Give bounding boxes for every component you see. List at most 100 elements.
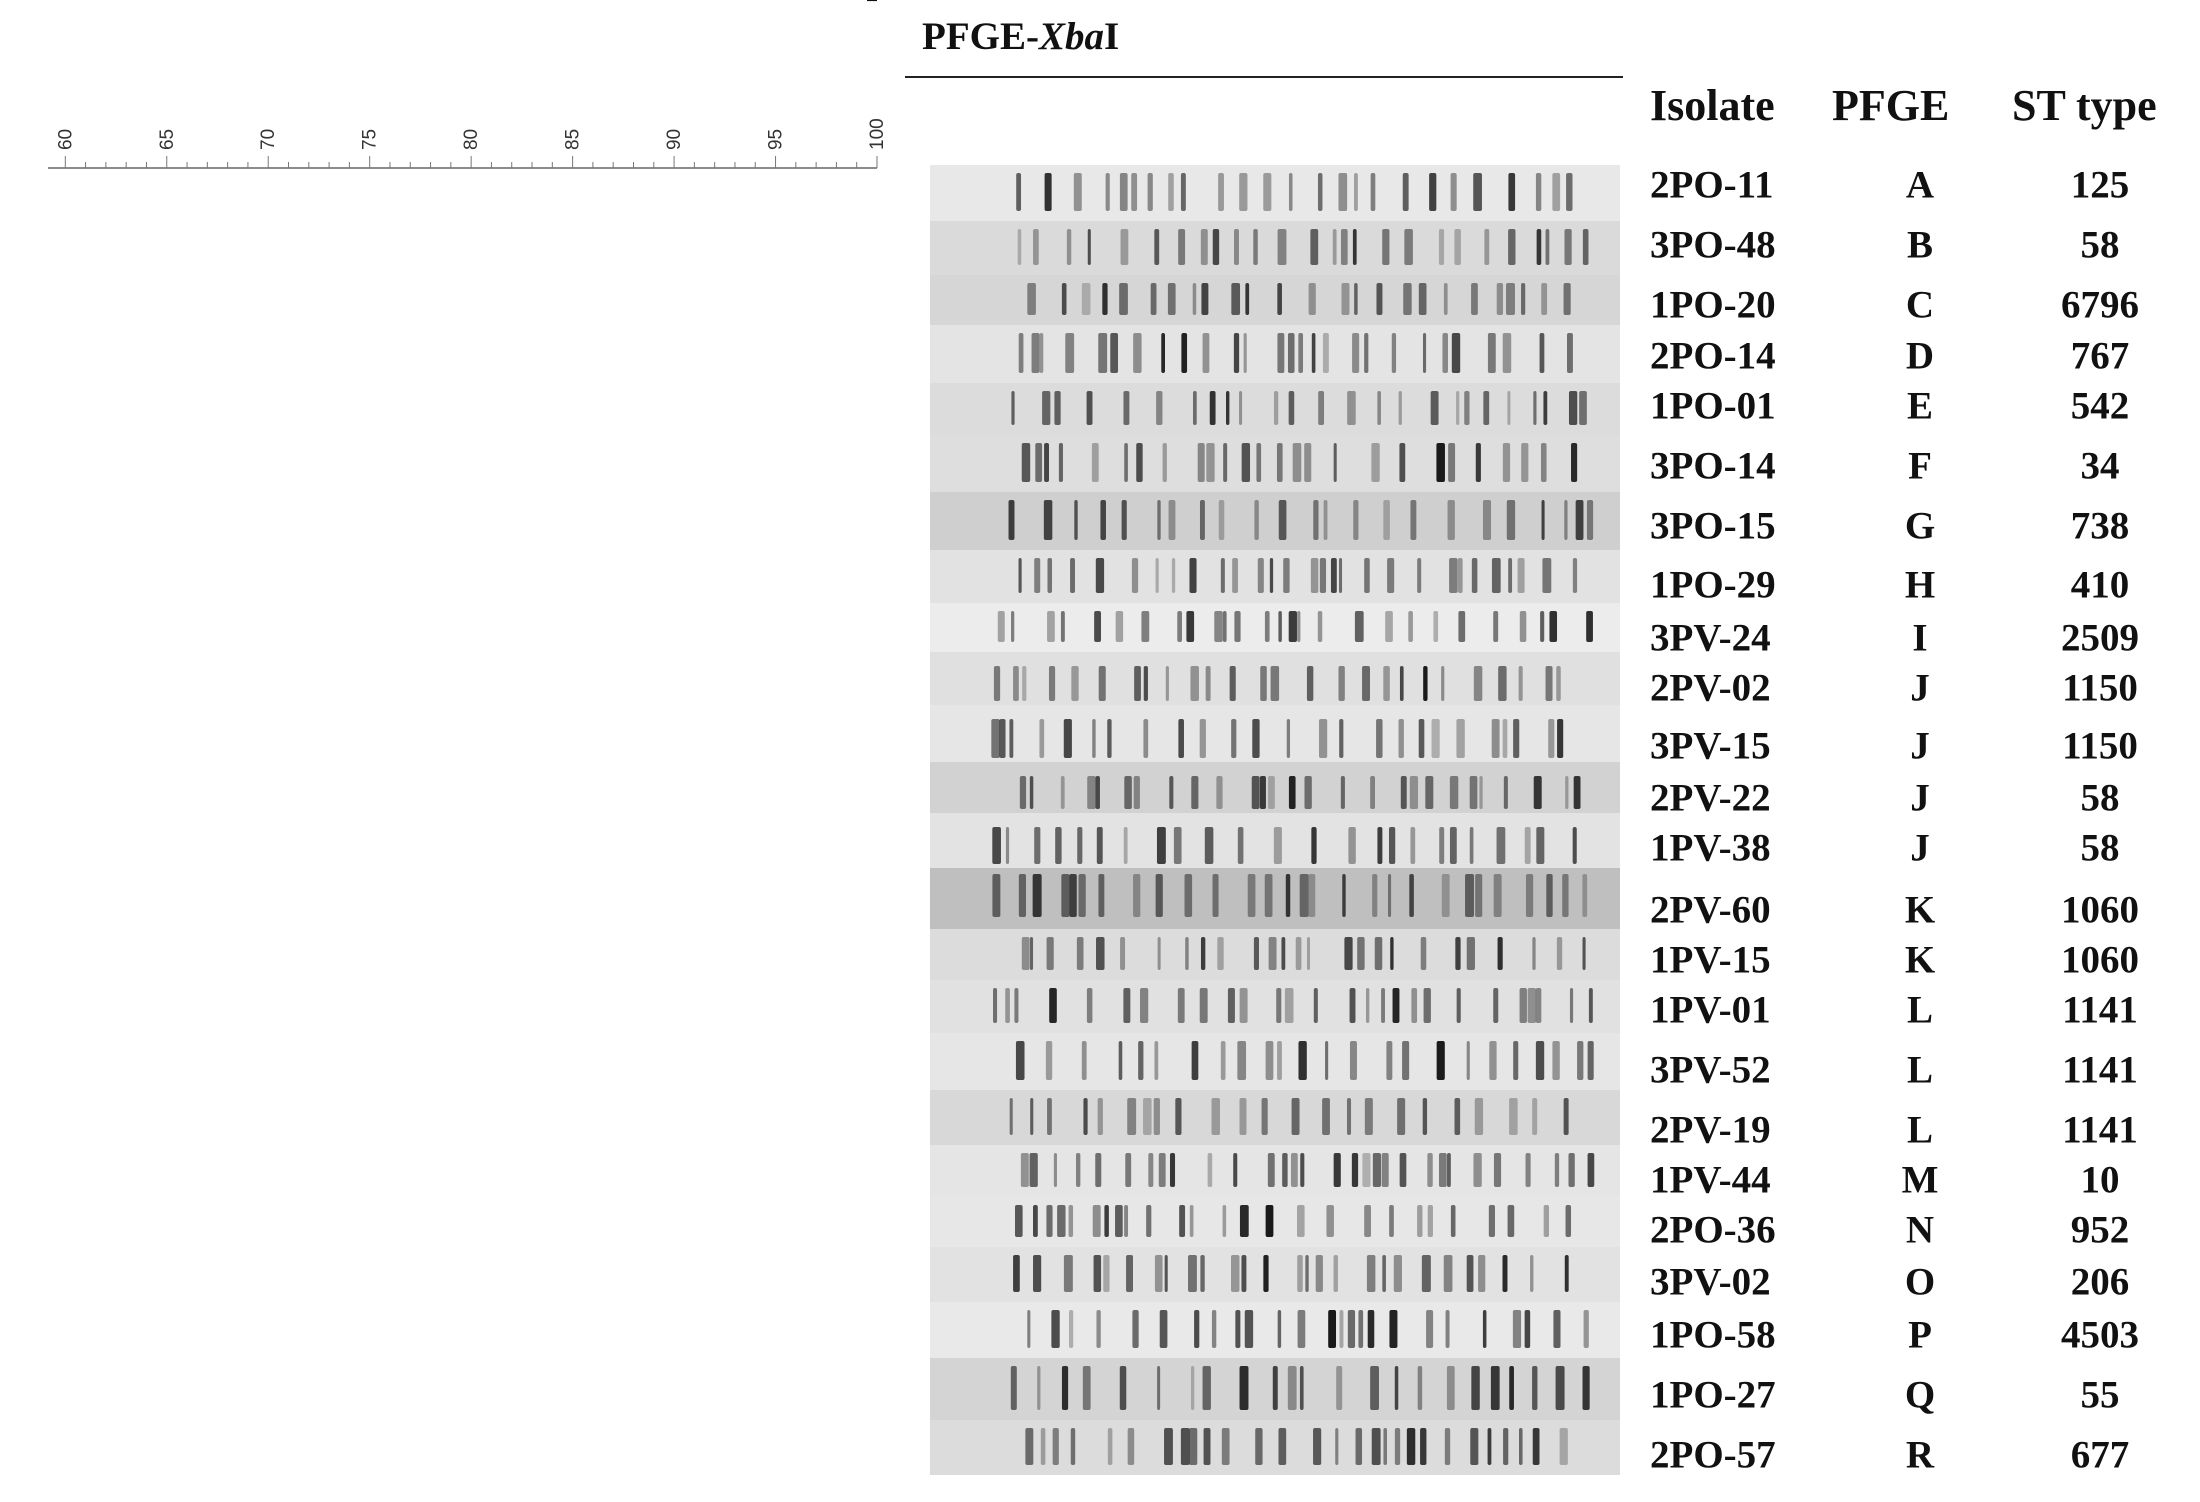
gel-band <box>1290 1153 1298 1187</box>
gel-band <box>1268 776 1275 809</box>
gel-band <box>1352 333 1360 373</box>
gel-band <box>1338 173 1348 211</box>
gel-band <box>1536 827 1545 864</box>
pfge-cell: K <box>1904 938 1936 982</box>
gel-band <box>1254 500 1259 540</box>
gel-band <box>1188 1428 1198 1465</box>
dendrogram: 60 65 70 75 80 85 90 95 100 <box>48 0 888 169</box>
gel-band <box>1273 827 1282 864</box>
gel-band <box>1204 827 1214 864</box>
st-type-cell: 1150 <box>2062 724 2138 768</box>
gel-band <box>1394 1428 1401 1465</box>
gel-band <box>1319 558 1327 593</box>
gel-band <box>1233 1153 1238 1187</box>
gel-band <box>1332 229 1337 265</box>
gel-band <box>1277 229 1287 265</box>
scale-tick-label: 75 <box>360 129 381 150</box>
gel-band <box>1297 1255 1303 1292</box>
gel-band <box>1288 611 1297 642</box>
gel-band <box>1259 776 1266 809</box>
gel-band <box>1265 1205 1274 1237</box>
gel-band <box>1587 1153 1595 1187</box>
gel-band <box>1063 1255 1073 1292</box>
gel-band <box>1507 1205 1515 1237</box>
gel-band <box>1349 988 1356 1023</box>
gel-band <box>1325 1041 1329 1080</box>
gel-band <box>1033 1205 1038 1237</box>
pfge-cell: D <box>1905 334 1935 378</box>
gel-band <box>1506 283 1515 315</box>
gel-band <box>1571 443 1578 482</box>
gel-band <box>1061 874 1070 917</box>
gel-band <box>1383 666 1390 701</box>
gel-band <box>1015 1041 1025 1080</box>
gel-band <box>1127 1428 1135 1465</box>
gel-band <box>1212 229 1220 265</box>
scale-tick-label: 95 <box>766 129 787 150</box>
gel-band <box>1199 988 1208 1023</box>
gel-band <box>1277 1041 1282 1080</box>
gel-band <box>1091 443 1099 482</box>
gel-band <box>1217 937 1224 970</box>
gel-band <box>1098 333 1108 373</box>
pfge-cell: R <box>1905 1433 1935 1477</box>
gel-band <box>1540 443 1547 482</box>
gel-band <box>1586 500 1594 540</box>
gel-band <box>1120 937 1126 970</box>
gel-band <box>1533 776 1542 809</box>
gel-band <box>1387 874 1392 917</box>
gel-band <box>1281 937 1286 970</box>
gel-band <box>1447 1153 1451 1187</box>
st-type-cell: 738 <box>2070 504 2130 548</box>
scale-tick-label: 100 <box>867 118 888 150</box>
gel-band <box>1096 937 1105 970</box>
gel-band <box>1211 1310 1217 1348</box>
gel-band <box>1095 776 1100 809</box>
gel-band <box>1168 173 1174 211</box>
pfge-cell: J <box>1910 776 1930 820</box>
gel-band <box>1021 443 1031 482</box>
gel-band <box>1366 1255 1376 1292</box>
gel-band <box>1264 874 1273 917</box>
gel-band <box>1029 776 1034 809</box>
gel-band <box>1455 937 1461 970</box>
gel-band <box>1086 988 1093 1023</box>
gel-band <box>1200 229 1208 265</box>
gel-band <box>1541 500 1545 540</box>
gel-band <box>1178 229 1186 265</box>
st-type-cell: 1141 <box>2062 1108 2138 1152</box>
pfge-cell: E <box>1906 384 1934 428</box>
gel-band <box>1115 1205 1123 1237</box>
gel-band <box>1348 827 1356 864</box>
gel-band <box>1013 1255 1020 1292</box>
gel-band <box>1147 173 1153 211</box>
gel-band <box>1143 719 1149 758</box>
gel-band <box>1169 776 1174 809</box>
gel-band <box>1565 776 1569 809</box>
gel-band <box>1563 283 1571 315</box>
gel-band <box>1115 611 1124 642</box>
gel-band <box>1061 283 1067 315</box>
gel-band <box>1579 391 1587 425</box>
gel-band <box>1235 1310 1241 1348</box>
gel-band <box>1304 776 1312 809</box>
gel-lane <box>930 221 1620 275</box>
gel-band <box>1572 827 1577 864</box>
gel-band <box>1370 776 1376 809</box>
gel-band <box>1364 558 1370 593</box>
gel-band <box>1267 1153 1275 1187</box>
gel-band <box>1525 874 1534 917</box>
scale-tick-label: 90 <box>664 129 685 150</box>
gel-band <box>1178 719 1184 758</box>
gel-band <box>1532 1098 1538 1135</box>
gel-lane <box>930 165 1620 221</box>
gel-lane <box>930 275 1620 325</box>
gel-band <box>1568 1153 1575 1187</box>
st-type-cell: 6796 <box>2061 283 2139 327</box>
gel-band <box>1310 558 1319 593</box>
gel-band <box>1017 229 1022 265</box>
gel-band <box>1146 1205 1152 1237</box>
gel-band <box>1232 558 1238 593</box>
st-type-cell: 2509 <box>2061 616 2139 660</box>
